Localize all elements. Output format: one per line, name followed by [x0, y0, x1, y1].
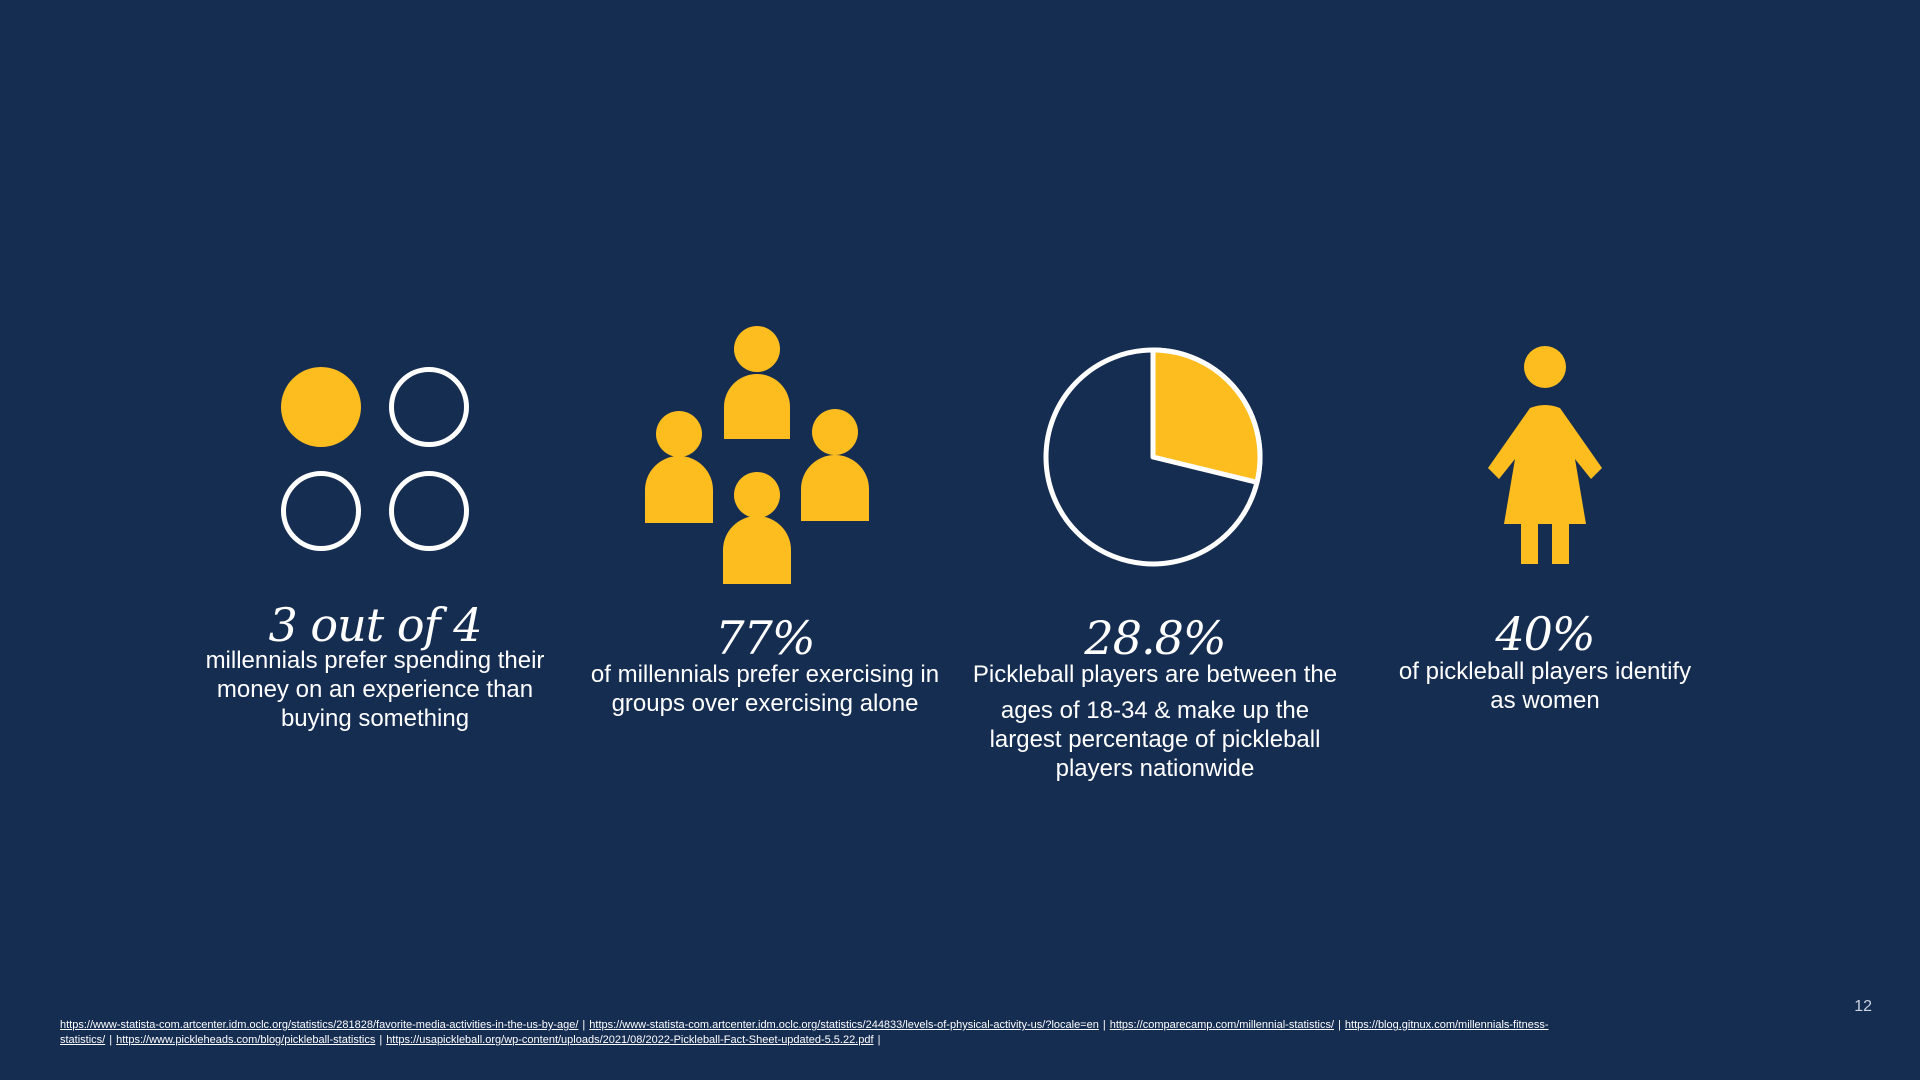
- source-link[interactable]: https://blog.gitnux.com/millennials-fitn…: [60, 1019, 1549, 1046]
- stat-caption-experience: millennials prefer spending their money …: [205, 647, 545, 732]
- stat-value-group-exercise: 77%: [715, 611, 815, 665]
- slide-number: 12: [1854, 998, 1872, 1015]
- empty-circle: [281, 471, 361, 551]
- source-link[interactable]: https://usapickleball.org/wp-content/upl…: [386, 1034, 874, 1046]
- stat-caption-group-exercise: of millennials prefer exercising in grou…: [590, 661, 940, 717]
- sources-footnote: https://www-statista-com.artcenter.idm.o…: [60, 1019, 1549, 1046]
- circles-3-of-4-icon: [281, 367, 469, 551]
- stat-value-experience: 3 out of 4: [268, 598, 483, 652]
- source-link[interactable]: https://comparecamp.com/millennial-stati…: [1109, 1019, 1335, 1031]
- stat-value-women: 40%: [1495, 607, 1595, 661]
- stat-caption-women: of pickleball players identify as women: [1398, 658, 1692, 714]
- stat-caption-age-group-line2: ages of 18-34 & make up the largest perc…: [989, 697, 1321, 782]
- group-of-people-icon: [645, 326, 869, 584]
- woman-icon: [1488, 346, 1602, 564]
- pie-chart-icon: [1043, 347, 1263, 567]
- filled-circle: [281, 367, 361, 447]
- source-link[interactable]: https://www-statista-com.artcenter.idm.o…: [60, 1019, 579, 1031]
- stat-value-age-group: 28.8%: [1084, 611, 1226, 665]
- pie-slice-highlighted: [1150, 347, 1263, 485]
- empty-circle: [389, 471, 469, 551]
- source-link[interactable]: https://www.pickleheads.com/blog/pickleb…: [116, 1034, 376, 1046]
- source-link[interactable]: https://www-statista-com.artcenter.idm.o…: [589, 1019, 1099, 1031]
- empty-circle: [389, 367, 469, 447]
- stat-caption-age-group-line1: Pickleball players are between the: [972, 661, 1338, 688]
